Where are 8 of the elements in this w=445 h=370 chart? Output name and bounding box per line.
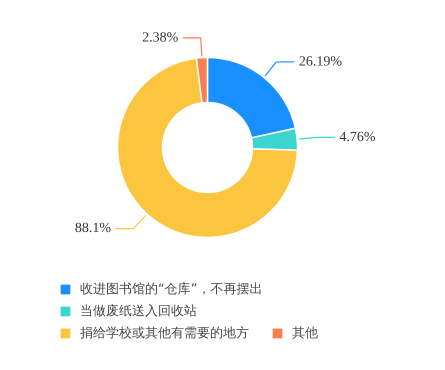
data-label: 2.38% <box>142 30 179 46</box>
data-label: 4.76% <box>339 130 376 145</box>
legend-label: 捐给学校或其他有需要的地方 <box>80 325 249 342</box>
data-label: 26.19% <box>298 54 342 70</box>
legend-label: 其他 <box>292 325 318 342</box>
data-label: 88.1% <box>74 221 112 236</box>
legend-label: 当做废纸送入回收站 <box>80 303 197 320</box>
legend-label: 收进图书馆的“仓库”，不再摆出 <box>80 281 262 298</box>
